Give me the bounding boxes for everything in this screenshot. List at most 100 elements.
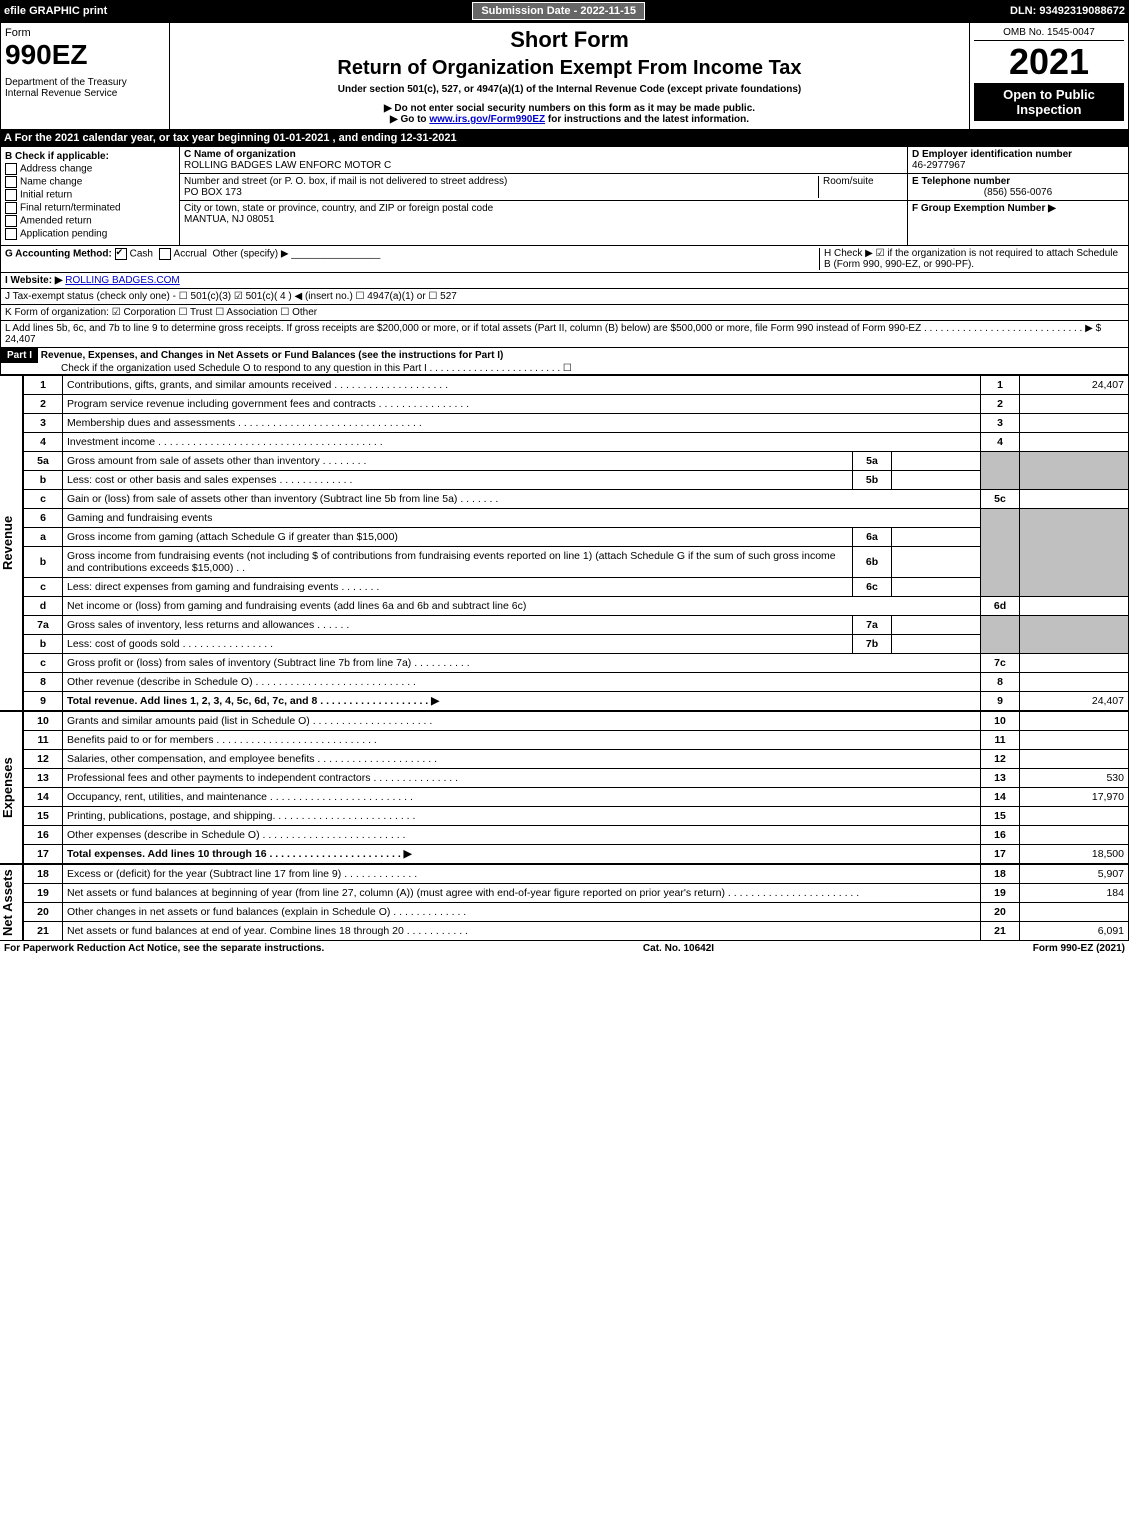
row-j-tax-exempt: J Tax-exempt status (check only one) - ☐…	[0, 289, 1129, 305]
col-c-org-info: C Name of organization ROLLING BADGES LA…	[180, 147, 907, 245]
part-i-title: Revenue, Expenses, and Changes in Net As…	[41, 350, 504, 361]
info-grid: B Check if applicable: Address change Na…	[0, 146, 1129, 246]
part-i-header: Part I Revenue, Expenses, and Changes in…	[0, 348, 1129, 375]
col-b-checkboxes: B Check if applicable: Address change Na…	[1, 147, 180, 245]
cb-accrual[interactable]	[159, 248, 171, 260]
line-6a: aGross income from gaming (attach Schedu…	[24, 528, 1129, 547]
cb-cash[interactable]	[115, 248, 127, 260]
row-l-gross-receipts: L Add lines 5b, 6c, and 7b to line 9 to …	[0, 321, 1129, 348]
part-i-check: Check if the organization used Schedule …	[1, 363, 572, 374]
city: MANTUA, NJ 08051	[184, 214, 275, 225]
side-netassets: Net Assets	[0, 864, 23, 941]
revenue-table: 1Contributions, gifts, grants, and simil…	[23, 375, 1129, 711]
row-i-website: I Website: ▶ ROLLING BADGES.COM	[0, 273, 1129, 289]
expenses-section: Expenses 10Grants and similar amounts pa…	[0, 711, 1129, 864]
tax-year: 2021	[974, 41, 1124, 83]
form-number: 990EZ	[5, 39, 165, 71]
col-b-label: B Check if applicable:	[5, 151, 175, 162]
line-6c: cLess: direct expenses from gaming and f…	[24, 578, 1129, 597]
phone-cell: E Telephone number (856) 556-0076	[908, 174, 1128, 201]
line-6: 6Gaming and fundraising events	[24, 509, 1129, 528]
part-i-label: Part I	[1, 348, 38, 363]
return-title: Return of Organization Exempt From Incom…	[174, 57, 965, 80]
footer: For Paperwork Reduction Act Notice, see …	[0, 941, 1129, 956]
line-4: 4Investment income . . . . . . . . . . .…	[24, 433, 1129, 452]
street: PO BOX 173	[184, 187, 242, 198]
cb-initial-return[interactable]: Initial return	[5, 189, 175, 201]
cb-final-return[interactable]: Final return/terminated	[5, 202, 175, 214]
netassets-table: 18Excess or (deficit) for the year (Subt…	[23, 864, 1129, 941]
note-goto: ▶ Go to www.irs.gov/Form990EZ for instru…	[174, 114, 965, 125]
line-7b: bLess: cost of goods sold . . . . . . . …	[24, 635, 1129, 654]
cb-address-change[interactable]: Address change	[5, 163, 175, 175]
cb-amended-return[interactable]: Amended return	[5, 215, 175, 227]
ein-value: 46-2977967	[912, 160, 1124, 171]
line-17: 17Total expenses. Add lines 10 through 1…	[24, 845, 1129, 864]
line-5a: 5aGross amount from sale of assets other…	[24, 452, 1129, 471]
header-center: Short Form Return of Organization Exempt…	[170, 23, 970, 129]
street-cell: Number and street (or P. O. box, if mail…	[180, 174, 907, 201]
city-cell: City or town, state or province, country…	[180, 201, 907, 227]
gross-receipts-value: 24,407	[5, 334, 36, 345]
accounting-method: G Accounting Method: Cash Accrual Other …	[5, 248, 819, 270]
line-16: 16Other expenses (describe in Schedule O…	[24, 826, 1129, 845]
row-a-calendar: A For the 2021 calendar year, or tax yea…	[0, 130, 1129, 146]
col-def: D Employer identification number 46-2977…	[907, 147, 1128, 245]
line-8: 8Other revenue (describe in Schedule O) …	[24, 673, 1129, 692]
line-10: 10Grants and similar amounts paid (list …	[24, 712, 1129, 731]
netassets-section: Net Assets 18Excess or (deficit) for the…	[0, 864, 1129, 941]
side-revenue: Revenue	[0, 375, 23, 711]
line-5b: bLess: cost or other basis and sales exp…	[24, 471, 1129, 490]
group-exemption: F Group Exemption Number ▶	[908, 201, 1128, 216]
line-21: 21Net assets or fund balances at end of …	[24, 922, 1129, 941]
irs-link[interactable]: www.irs.gov/Form990EZ	[429, 114, 545, 125]
line-5c: cGain or (loss) from sale of assets othe…	[24, 490, 1129, 509]
org-name-cell: C Name of organization ROLLING BADGES LA…	[180, 147, 907, 174]
line-3: 3Membership dues and assessments . . . .…	[24, 414, 1129, 433]
top-bar: efile GRAPHIC print Submission Date - 20…	[0, 0, 1129, 22]
revenue-section: Revenue 1Contributions, gifts, grants, a…	[0, 375, 1129, 711]
line-6d: dNet income or (loss) from gaming and fu…	[24, 597, 1129, 616]
room-suite: Room/suite	[818, 176, 903, 198]
side-expenses: Expenses	[0, 711, 23, 864]
line-20: 20Other changes in net assets or fund ba…	[24, 903, 1129, 922]
line-15: 15Printing, publications, postage, and s…	[24, 807, 1129, 826]
omb-number: OMB No. 1545-0047	[974, 27, 1124, 41]
form-label: Form	[5, 27, 165, 39]
footer-right: Form 990-EZ (2021)	[1033, 943, 1125, 954]
dept-label: Department of the Treasury	[5, 77, 165, 88]
line-7c: cGross profit or (loss) from sales of in…	[24, 654, 1129, 673]
line-2: 2Program service revenue including gover…	[24, 395, 1129, 414]
efile-label: efile GRAPHIC print	[4, 5, 107, 17]
line-18: 18Excess or (deficit) for the year (Subt…	[24, 865, 1129, 884]
expenses-table: 10Grants and similar amounts paid (list …	[23, 711, 1129, 864]
row-k-org-form: K Form of organization: ☑ Corporation ☐ …	[0, 305, 1129, 321]
phone-value: (856) 556-0076	[912, 187, 1124, 198]
line-1: 1Contributions, gifts, grants, and simil…	[24, 376, 1129, 395]
cb-application-pending[interactable]: Application pending	[5, 228, 175, 240]
subtitle: Under section 501(c), 527, or 4947(a)(1)…	[174, 84, 965, 95]
submission-date: Submission Date - 2022-11-15	[472, 2, 645, 20]
row-h-schedule-b: H Check ▶ ☑ if the organization is not r…	[819, 248, 1124, 270]
line-12: 12Salaries, other compensation, and empl…	[24, 750, 1129, 769]
cb-name-change[interactable]: Name change	[5, 176, 175, 188]
line-7a: 7aGross sales of inventory, less returns…	[24, 616, 1129, 635]
row-g-h: G Accounting Method: Cash Accrual Other …	[0, 246, 1129, 273]
dln: DLN: 93492319088672	[1010, 5, 1125, 17]
open-public: Open to Public Inspection	[974, 83, 1124, 121]
line-19: 19Net assets or fund balances at beginni…	[24, 884, 1129, 903]
note-ssn: ▶ Do not enter social security numbers o…	[174, 103, 965, 114]
org-name: ROLLING BADGES LAW ENFORC MOTOR C	[184, 160, 391, 171]
line-11: 11Benefits paid to or for members . . . …	[24, 731, 1129, 750]
footer-left: For Paperwork Reduction Act Notice, see …	[4, 943, 324, 954]
irs-label: Internal Revenue Service	[5, 88, 165, 99]
ein-cell: D Employer identification number 46-2977…	[908, 147, 1128, 174]
header-left: Form 990EZ Department of the Treasury In…	[1, 23, 170, 129]
line-14: 14Occupancy, rent, utilities, and mainte…	[24, 788, 1129, 807]
footer-center: Cat. No. 10642I	[643, 943, 714, 954]
website-link[interactable]: ROLLING BADGES.COM	[65, 275, 179, 286]
form-header: Form 990EZ Department of the Treasury In…	[0, 22, 1129, 130]
short-form-title: Short Form	[174, 27, 965, 53]
line-9: 9Total revenue. Add lines 1, 2, 3, 4, 5c…	[24, 692, 1129, 711]
header-right: OMB No. 1545-0047 2021 Open to Public In…	[970, 23, 1128, 129]
